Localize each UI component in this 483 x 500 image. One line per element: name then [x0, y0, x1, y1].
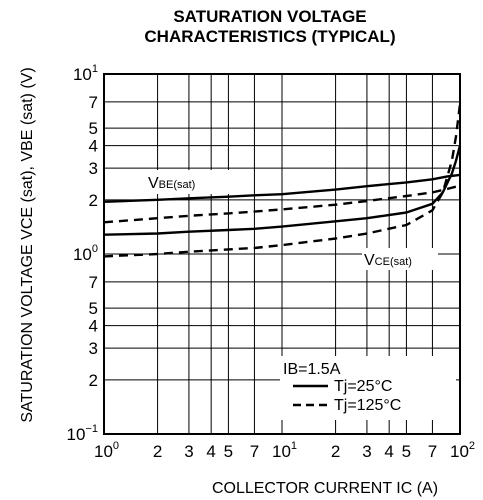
x-tick-label: 7 [428, 442, 437, 461]
x-tick-label: 3 [362, 442, 371, 461]
plot-frame [103, 73, 461, 435]
y-tick-label: 100 [73, 243, 98, 264]
x-tick-label: 3 [184, 442, 193, 461]
y-tick-label: 4 [89, 317, 98, 336]
legend-box [280, 356, 456, 420]
x-tick-label: 5 [402, 442, 411, 461]
x-tick-label: 102 [450, 440, 475, 461]
x-tick-label: 7 [250, 442, 259, 461]
series-line [103, 173, 461, 203]
x-tick-label: 100 [94, 440, 119, 461]
y-tick-label: 5 [89, 299, 98, 318]
y-tick-label: 101 [73, 63, 98, 84]
chart-title-line-1: SATURATION VOLTAGE [173, 7, 366, 26]
x-tick-label: 4 [206, 442, 215, 461]
series-line [103, 145, 462, 236]
y-tick-label: 3 [89, 339, 98, 358]
series-line [103, 184, 461, 224]
vbe-sat-label: VBE(sat) [148, 175, 195, 192]
chart-title-line-2: CHARACTERISTICS (TYPICAL) [144, 27, 395, 46]
y-tick-label: 7 [89, 93, 98, 112]
y-tick-label: 5 [89, 119, 98, 138]
y-tick-label: 2 [89, 191, 98, 210]
curves [103, 103, 462, 258]
label-bg [145, 170, 233, 194]
y-tick-label: 4 [89, 137, 98, 156]
series-line [103, 103, 462, 258]
legend-entry-label: Tj=25°C [334, 378, 392, 395]
y-tick-label: 10−1 [67, 423, 98, 444]
legend-entry-label: Tj=125°C [334, 397, 401, 414]
curve-labels: VBE(sat) VCE(sat) [145, 170, 438, 270]
x-tick-label: 2 [153, 442, 162, 461]
y-tick-label: 3 [89, 159, 98, 178]
label-bg [362, 248, 438, 270]
y-tick-label: 2 [89, 371, 98, 390]
x-axis-title: COLLECTOR CURRENT IC (A) [212, 480, 438, 497]
legend-header: IB=1.5A [283, 361, 341, 378]
x-tick-label: 101 [272, 440, 297, 461]
y-tick-label: 7 [89, 273, 98, 292]
x-tick-label: 5 [224, 442, 233, 461]
vce-sat-label: VCE(sat) [364, 252, 412, 269]
y-axis-title: SATURATION VOLTAGE VCE (sat), VBE (sat) … [19, 67, 36, 422]
x-tick-label: 2 [331, 442, 340, 461]
x-tick-label: 4 [384, 442, 393, 461]
